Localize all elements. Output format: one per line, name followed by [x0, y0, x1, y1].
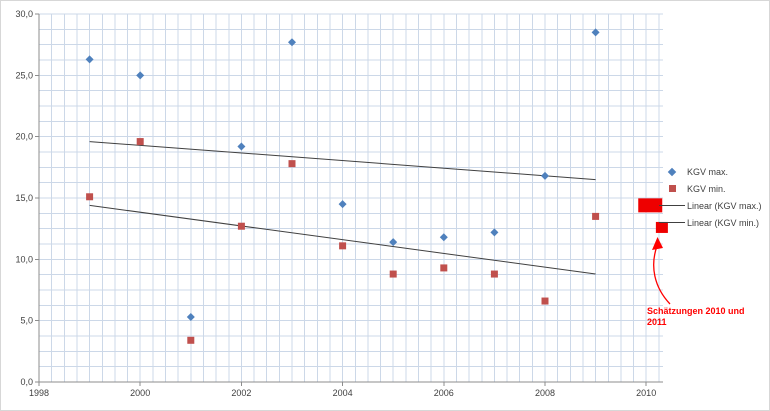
y-tick-label: 15,0 — [15, 193, 33, 203]
data-point — [85, 55, 94, 64]
diamond-marker-icon — [667, 167, 677, 176]
data-point — [592, 212, 600, 220]
data-point — [389, 238, 398, 247]
chart-legend: KGV max. KGV min. Linear (KGV max.) Line… — [657, 163, 762, 231]
y-tick-label: 10,0 — [15, 254, 33, 264]
data-point — [186, 312, 195, 321]
trendline-icon — [659, 205, 685, 206]
y-tick-label: 30,0 — [15, 9, 33, 19]
annotation-line2: 2011 — [647, 317, 667, 327]
y-tick-label: 25,0 — [15, 70, 33, 80]
data-point — [338, 200, 347, 209]
estimate-marker — [638, 198, 663, 213]
estimate-annotation: Schätzungen 2010 und 2011 — [647, 306, 759, 328]
axes — [35, 13, 663, 386]
data-point — [288, 38, 296, 47]
legend-icon-box — [657, 185, 687, 192]
axis-labels: 0,0 5,0 10,0 15,0 20,0 25,0 30,0 1998 2000 2002 20… — [15, 9, 656, 398]
legend-item-kgv-max: KGV max. — [657, 163, 762, 180]
data-point — [237, 222, 245, 230]
data-point — [591, 28, 600, 37]
legend-label-kgv-min: KGV min. — [687, 183, 726, 194]
x-tick-label: 2002 — [231, 388, 251, 398]
trendline-icon — [659, 222, 685, 223]
gridlines — [38, 13, 663, 383]
legend-icon-box — [657, 205, 687, 206]
legend-icon-box — [657, 222, 687, 223]
annotation-line1: Schätzungen 2010 und — [647, 306, 745, 316]
legend-label-linear-min: Linear (KGV min.) — [687, 217, 760, 228]
annotation-arrow-icon — [652, 237, 671, 305]
y-tick-label: 5,0 — [20, 316, 33, 326]
y-tick-label: 20,0 — [15, 132, 33, 142]
data-point — [490, 228, 499, 237]
data-point — [288, 160, 296, 168]
data-point — [541, 171, 549, 180]
data-point — [136, 138, 144, 146]
legend-item-linear-max: Linear (KGV max.) — [657, 197, 762, 214]
x-tick-label: 2004 — [333, 388, 353, 398]
x-tick-label: 2010 — [636, 388, 656, 398]
data-point — [439, 233, 448, 242]
data-point — [86, 193, 94, 201]
data-point — [440, 264, 448, 272]
data-point — [136, 71, 145, 80]
legend-label-linear-max: Linear (KGV max.) — [687, 200, 762, 211]
x-tick-label: 2008 — [535, 388, 555, 398]
data-point — [541, 297, 549, 305]
legend-label-kgv-max: KGV max. — [687, 166, 729, 177]
trendline — [89, 141, 596, 181]
x-tick-label: 2000 — [130, 388, 150, 398]
trendline — [89, 204, 596, 275]
series-diamond — [85, 28, 600, 321]
data-point — [237, 142, 246, 151]
legend-icon-box — [657, 167, 687, 176]
square-marker-icon — [668, 185, 676, 192]
data-point — [389, 270, 397, 278]
x-tick-label: 2006 — [434, 388, 454, 398]
series-square — [86, 138, 600, 344]
data-point — [339, 242, 347, 250]
data-point — [187, 336, 195, 344]
legend-item-linear-min: Linear (KGV min.) — [657, 214, 762, 231]
data-point — [490, 270, 498, 278]
y-tick-label: 0,0 — [20, 377, 33, 387]
estimate-marker — [655, 221, 668, 233]
x-tick-label: 1998 — [29, 388, 49, 398]
legend-item-kgv-min: KGV min. — [657, 180, 762, 197]
